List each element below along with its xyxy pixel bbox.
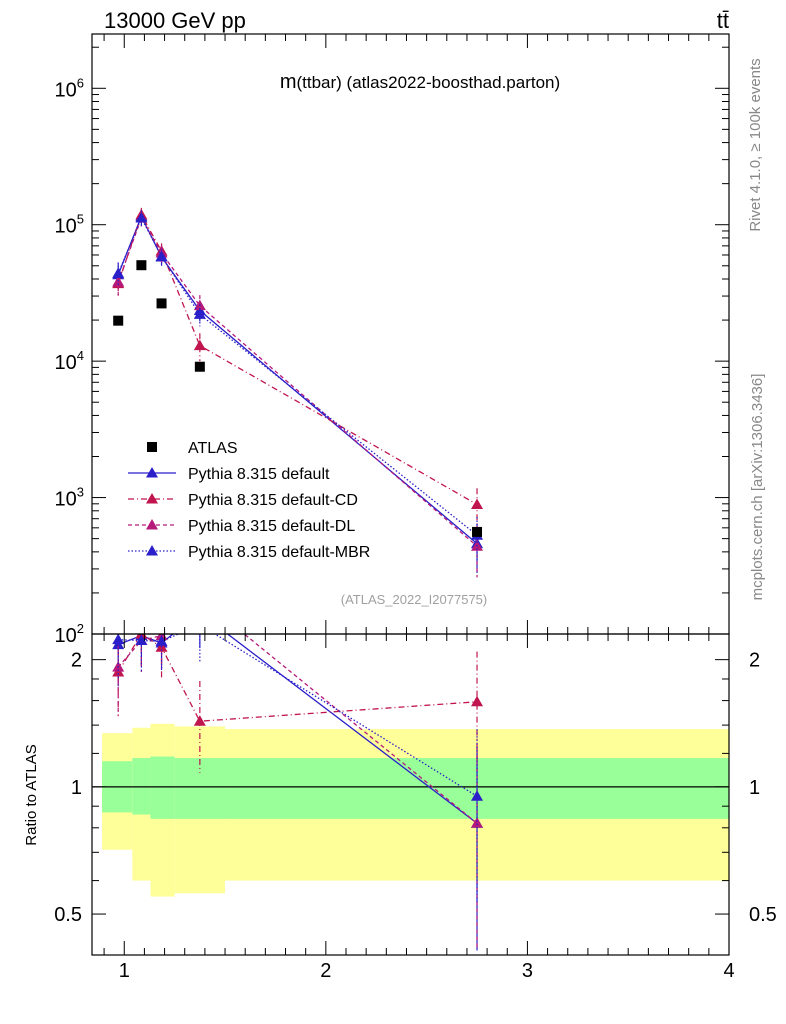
legend-label-2: Pythia 8.315 default-DL [188, 518, 355, 535]
ratio-ytick-label-right-2: 2 [749, 650, 760, 672]
series-3-point-3 [193, 308, 206, 319]
plot-title: m(ttbar) (atlas2022-boosthad.parton) [280, 71, 560, 93]
ratio-ytick-label-1: 1 [71, 777, 82, 799]
mcplots-label: mcplots.cern.ch [arXiv:1306.3436] [749, 374, 766, 601]
legend-marker-1 [146, 493, 158, 504]
data-point-1 [136, 260, 147, 271]
xtick-label-1: 2 [320, 960, 331, 982]
ratio-panel-frame [91, 633, 730, 956]
band-inner-2 [150, 756, 175, 819]
legend-label-1: Pythia 8.315 default-CD [188, 492, 358, 509]
plot-title-rest: (ttbar) (atlas2022-boosthad.parton) [297, 73, 561, 92]
series-3-line [117, 216, 478, 536]
xtick-label-0: 1 [119, 960, 130, 982]
main-ytick-label-2: 104 [55, 348, 84, 374]
ratio-ytick-label-2: 2 [71, 650, 82, 672]
series-1-line [117, 213, 478, 506]
band-inner-3 [174, 758, 226, 819]
main-ytick-label-1: 103 [55, 485, 84, 511]
analysis-watermark: (ATLAS_2022_I2077575) [341, 592, 487, 607]
legend-marker-2 [146, 519, 158, 530]
series-3-point-1 [135, 212, 148, 223]
ratio-series-lines [112, 592, 484, 951]
legend-marker-data [147, 442, 157, 452]
series-3-point-0 [112, 267, 125, 278]
xtick-label-2: 3 [522, 960, 533, 982]
main-ytick-label-3: 105 [55, 212, 84, 238]
main-series-lines [112, 207, 484, 578]
legend: ATLAS Pythia 8.315 default Pythia 8.315 de… [128, 440, 370, 561]
ratio-ytick-label-0: 0.5 [54, 904, 82, 926]
series-3-ratio-point-3 [194, 619, 206, 630]
legend-marker-0 [146, 467, 158, 478]
series-1-point-4 [471, 498, 484, 509]
main-ytick-label-4: 106 [55, 75, 84, 101]
data-point-0 [113, 315, 124, 326]
series-3-ratio-point-4 [471, 790, 484, 801]
ratio-ytick-label-right-0: 0.5 [749, 904, 777, 926]
ratio-uncertainty-bands [92, 723, 729, 897]
series-0-ratio-point-3 [194, 607, 206, 618]
plot-title-main: m [280, 71, 297, 93]
data-point-4 [472, 526, 483, 537]
series-2-ratio-point-3 [194, 592, 206, 603]
series-1-point-3 [193, 339, 206, 351]
series-2-ratio-point-4 [471, 817, 484, 828]
energy-label: 13000 GeV pp [104, 8, 246, 33]
data-point-2 [156, 298, 167, 309]
legend-label-data: ATLAS [188, 440, 238, 457]
legend-marker-3 [146, 545, 158, 556]
main-ytick-label-0: 102 [55, 621, 84, 647]
legend-label-0: Pythia 8.315 default [188, 466, 330, 483]
ratio-ytick-label-right-1: 1 [749, 777, 760, 799]
series-3-ratio-point-0 [112, 634, 125, 645]
xtick-label-3: 4 [723, 960, 734, 982]
axis-ticks: 1 2 3 4 102 103 104 105 106 0.5 0.5 1 1 2 2 [54, 34, 777, 982]
series-3-point-2 [155, 250, 168, 261]
series-1-ratio-point-3 [193, 715, 206, 726]
rivet-label: Rivet 4.1.0, ≥ 100k events [747, 58, 764, 231]
data-point-3 [194, 361, 205, 372]
series-1-ratio-line [117, 634, 478, 722]
series-3-ratio-point-1 [135, 634, 148, 645]
ratio-ylabel: Ratio to ATLAS [23, 744, 40, 845]
series-1-ratio-point-4 [471, 695, 484, 707]
process-label: tt̄ [717, 8, 729, 33]
series-3-ratio-point-2 [155, 635, 168, 646]
legend-label-3: Pythia 8.315 default-MBR [188, 544, 370, 561]
